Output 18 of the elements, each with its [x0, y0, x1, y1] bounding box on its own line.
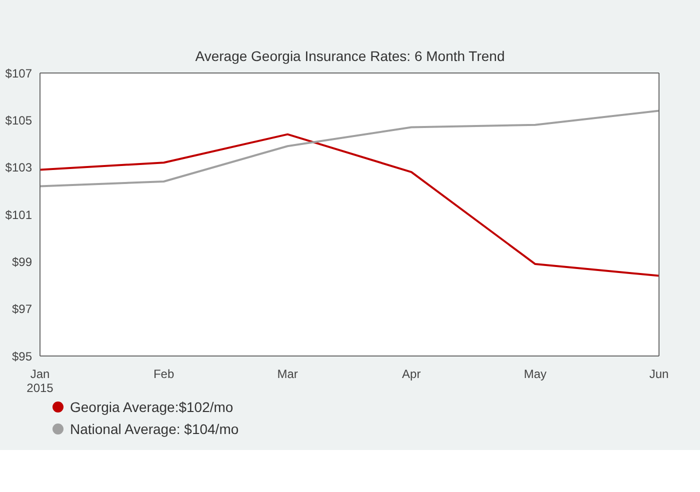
y-tick-label: $101 — [5, 208, 32, 222]
line-series — [40, 110, 659, 188]
y-tick-label: $103 — [5, 160, 32, 175]
chart-title: Average Georgia Insurance Rates: 6 Month Trend — [194, 48, 506, 64]
legend-label: Georgia Average:$102/mo — [70, 399, 234, 415]
x-tick-label: Apr — [402, 367, 421, 381]
x-tick-label: Mar — [277, 367, 298, 381]
legend-label: National Average: $104/mo — [70, 421, 239, 437]
y-tick-label: $105 — [5, 113, 32, 128]
line-series — [40, 133, 659, 277]
y-tick-label: $95 — [12, 349, 32, 364]
y-tick-label: $107 — [5, 66, 32, 80]
x-tick-label: Jan 2015 — [26, 367, 54, 395]
x-tick-label: May — [524, 367, 547, 381]
x-tick-label: Feb — [153, 367, 174, 381]
y-tick-label: $99 — [12, 254, 32, 269]
x-tick-label: Jun — [649, 367, 669, 381]
y-tick-label: $97 — [12, 302, 32, 316]
